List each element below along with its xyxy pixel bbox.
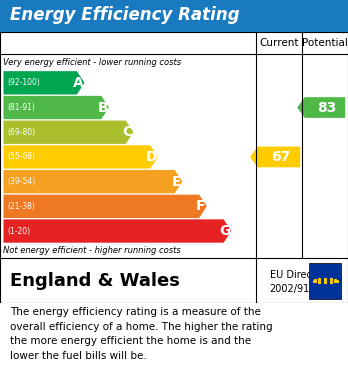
Text: Very energy efficient - lower running costs: Very energy efficient - lower running co… — [3, 58, 182, 67]
Polygon shape — [3, 195, 207, 218]
Text: Not energy efficient - higher running costs: Not energy efficient - higher running co… — [3, 246, 181, 255]
Text: D: D — [146, 150, 158, 164]
Text: C: C — [122, 125, 133, 139]
Text: E: E — [172, 175, 181, 188]
Polygon shape — [3, 120, 133, 144]
Polygon shape — [3, 170, 182, 193]
Text: A: A — [73, 76, 84, 90]
Polygon shape — [3, 96, 109, 119]
Text: (69-80): (69-80) — [8, 128, 36, 137]
Text: England & Wales: England & Wales — [10, 271, 180, 290]
Text: The energy efficiency rating is a measure of the
overall efficiency of a home. T: The energy efficiency rating is a measur… — [10, 307, 273, 361]
Polygon shape — [250, 147, 300, 167]
Text: (21-38): (21-38) — [8, 202, 35, 211]
Polygon shape — [3, 219, 231, 243]
Polygon shape — [3, 71, 85, 95]
Text: (1-20): (1-20) — [8, 226, 31, 235]
Text: F: F — [196, 199, 206, 213]
Text: 67: 67 — [271, 150, 290, 164]
Text: B: B — [98, 100, 108, 115]
Text: 83: 83 — [317, 100, 337, 115]
Text: (81-91): (81-91) — [8, 103, 35, 112]
Text: 2002/91/EC: 2002/91/EC — [270, 283, 326, 294]
Text: EU Directive: EU Directive — [270, 270, 330, 280]
Bar — [309, 263, 341, 299]
Text: (92-100): (92-100) — [8, 78, 40, 87]
Text: G: G — [220, 224, 231, 238]
Text: Potential: Potential — [302, 38, 348, 48]
Polygon shape — [297, 97, 345, 118]
Text: Current: Current — [259, 38, 299, 48]
Polygon shape — [3, 145, 158, 169]
Text: (55-68): (55-68) — [8, 152, 36, 161]
Text: (39-54): (39-54) — [8, 177, 36, 186]
Text: Energy Efficiency Rating: Energy Efficiency Rating — [10, 6, 240, 24]
